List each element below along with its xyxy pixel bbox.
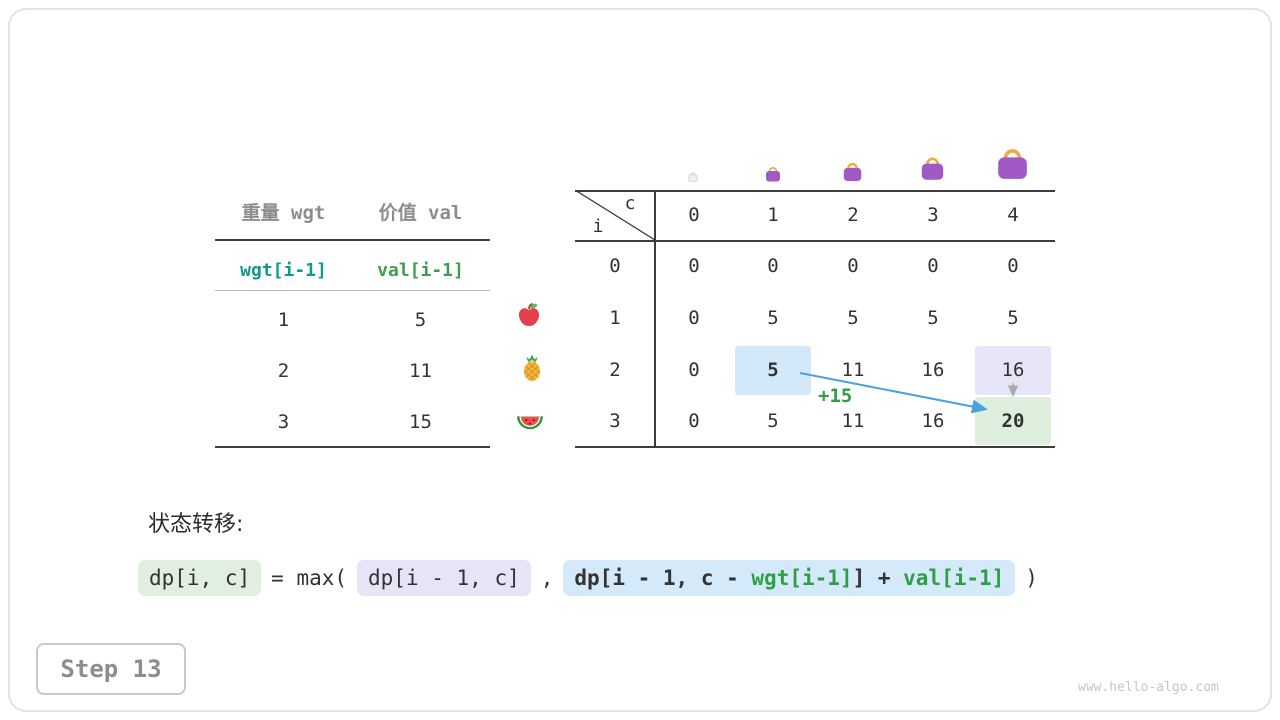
corner-col-var: c [624, 192, 636, 214]
transition-formula: dp[i, c] = max( dp[i - 1, c] , dp[i - 1,… [138, 560, 1038, 596]
formula-equals-max: = max( [271, 566, 348, 590]
items-header-weight: 重量 wgt [241, 201, 326, 224]
dp-col-header-4: 4 [1007, 204, 1019, 226]
formula-option1-chip: dp[i - 1, c] [357, 560, 531, 596]
dp-col-header-2: 2 [847, 204, 859, 226]
bag-size-2-icon [840, 159, 865, 183]
step-badge: Step 13 [36, 643, 186, 695]
formula-option2-wgt: wgt[i-1] [751, 566, 853, 590]
formula-comma: , [540, 566, 554, 590]
items-formula-val: val[i-1] [377, 259, 464, 281]
dp-cell-3-4: 20 [1001, 410, 1025, 432]
watermark: www.hello-algo.com [1078, 680, 1219, 695]
dp-cell-1-4: 5 [1007, 307, 1019, 329]
item-2-weight: 2 [277, 360, 290, 382]
dp-cell-2-4: 16 [1001, 359, 1025, 381]
dp-row-header-0: 0 [609, 255, 621, 277]
item-2-value: 11 [409, 360, 432, 382]
dp-cell-3-0: 0 [688, 410, 700, 432]
items-header-value: 价值 val [378, 201, 463, 224]
dp-cell-0-3: 0 [927, 255, 939, 277]
dp-cell-0-4: 0 [1007, 255, 1019, 277]
dp-cell-3-1: 5 [767, 410, 779, 432]
bag-size-4-icon [992, 143, 1033, 182]
highlight-cell-blue [735, 346, 811, 395]
formula-lhs-chip: dp[i, c] [138, 560, 262, 596]
dp-table-header-line [575, 240, 1055, 242]
bag-size-1-icon [763, 164, 783, 183]
dp-row-header-3: 3 [609, 410, 621, 432]
items-formula-divider [215, 290, 490, 291]
dp-cell-1-3: 5 [927, 307, 939, 329]
items-formula-wgt: wgt[i-1] [240, 259, 327, 281]
item-3-value: 15 [409, 411, 432, 433]
formula-option2-val: val[i-1] [903, 566, 1005, 590]
dp-cell-1-1: 5 [767, 307, 779, 329]
dp-table-bottom-line [575, 446, 1055, 448]
dp-cell-1-2: 5 [847, 307, 859, 329]
dp-cell-1-0: 0 [688, 307, 700, 329]
dp-cell-2-0: 0 [688, 359, 700, 381]
apple-icon [514, 300, 544, 330]
dp-cell-2-3: 16 [921, 359, 945, 381]
formula-close-paren: ) [1025, 566, 1038, 590]
pineapple-icon [517, 353, 547, 383]
corner-row-var: i [592, 215, 604, 237]
watermelon-icon [515, 406, 545, 436]
formula-option2-mid: ] + [852, 566, 904, 590]
dp-cell-0-2: 0 [847, 255, 859, 277]
dp-col-header-0: 0 [688, 204, 700, 226]
item-1-value: 5 [414, 309, 427, 331]
formula-option2-prefix: dp[i - 1, c - [574, 566, 752, 590]
bag-empty-icon [686, 170, 700, 183]
items-bottom-divider [215, 446, 490, 448]
dp-col-header-3: 3 [927, 204, 939, 226]
dp-cell-0-0: 0 [688, 255, 700, 277]
arrow-annotation: +15 [818, 385, 853, 407]
dp-row-header-2: 2 [609, 359, 621, 381]
step-badge-label: Step 13 [60, 655, 162, 683]
dp-cell-2-1: 5 [767, 359, 779, 381]
dp-col-header-1: 1 [767, 204, 779, 226]
corner-diagonal-line [575, 190, 655, 240]
dp-row-header-1: 1 [609, 307, 621, 329]
dp-table-vertical-line [654, 190, 656, 447]
items-header-divider [215, 239, 490, 241]
formula-option2-chip: dp[i - 1, c - wgt[i-1]] + val[i-1] [563, 560, 1016, 596]
item-3-weight: 3 [277, 411, 290, 433]
dp-cell-3-3: 16 [921, 410, 945, 432]
bag-size-3-icon [917, 153, 948, 182]
transition-label: 状态转移: [148, 512, 244, 537]
dp-table-top-line [575, 190, 1055, 192]
dp-cell-3-2: 11 [841, 410, 865, 432]
dp-cell-0-1: 0 [767, 255, 779, 277]
item-1-weight: 1 [277, 309, 290, 331]
